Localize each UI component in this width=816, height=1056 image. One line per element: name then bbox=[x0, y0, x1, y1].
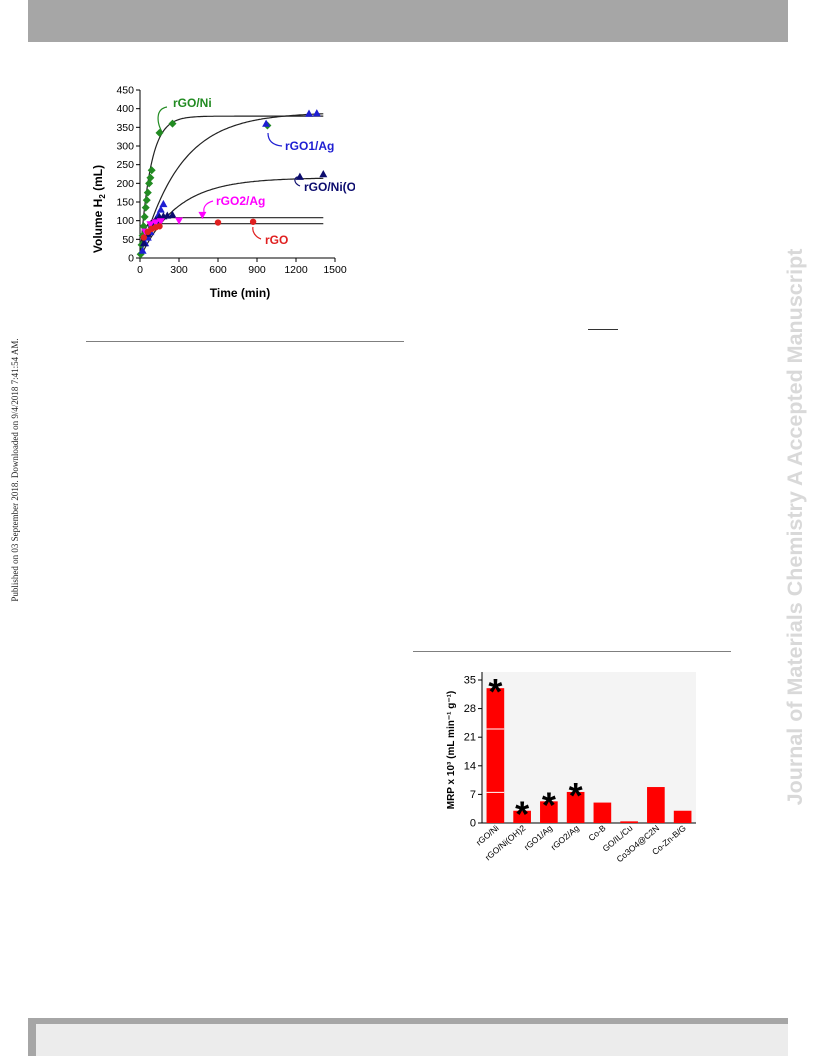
data-point bbox=[142, 196, 151, 205]
data-point bbox=[175, 217, 183, 225]
bar-y-axis-label: MRP x 10³ (mL min⁻¹ g⁻¹) bbox=[446, 691, 457, 810]
annotation-arrow bbox=[267, 132, 283, 147]
data-point bbox=[214, 219, 222, 226]
bar-5 bbox=[620, 821, 638, 823]
series-label: rGO/Ni(OH)2 bbox=[304, 180, 355, 196]
fit-curve-1 bbox=[139, 113, 324, 259]
annotation-arrow bbox=[294, 176, 301, 187]
journal-watermark: Journal of Materials Chemistry A Accepte… bbox=[783, 248, 807, 806]
data-point bbox=[151, 219, 160, 227]
x-tick-label: 0 bbox=[137, 264, 143, 276]
annotation-arrow bbox=[157, 106, 168, 133]
header-bar bbox=[28, 0, 788, 42]
data-point bbox=[312, 109, 321, 117]
data-point bbox=[249, 218, 257, 225]
data-point bbox=[198, 211, 207, 220]
divider-short bbox=[588, 329, 618, 330]
bar-y-tick-label: 21 bbox=[464, 732, 476, 744]
significance-star: * bbox=[515, 794, 529, 835]
series-label: rGO2/Ag bbox=[216, 194, 265, 208]
data-point bbox=[145, 179, 154, 188]
y-tick-label: 150 bbox=[116, 197, 134, 209]
data-point bbox=[262, 119, 271, 127]
data-point bbox=[156, 205, 165, 213]
fit-curve-0 bbox=[139, 115, 324, 259]
data-point bbox=[159, 199, 168, 208]
y-axis-label: Volume H2 (mL) bbox=[91, 165, 107, 253]
data-point bbox=[156, 218, 165, 226]
significance-star: * bbox=[569, 775, 583, 816]
y-tick-label: 100 bbox=[116, 215, 134, 227]
y-tick-label: 50 bbox=[122, 234, 134, 246]
x-tick-label: 1200 bbox=[284, 264, 308, 276]
y-tick-label: 350 bbox=[116, 122, 134, 134]
data-point bbox=[143, 188, 152, 197]
data-point bbox=[155, 128, 164, 137]
data-point bbox=[139, 239, 148, 247]
data-point bbox=[319, 170, 328, 178]
bar-y-tick-label: 28 bbox=[464, 703, 476, 715]
y-tick-label: 450 bbox=[116, 85, 134, 97]
bar-1 bbox=[513, 810, 531, 823]
mrp-bar-chart: 0 7 14 21 28 35 * rGO/Ni * rGO/Ni(OH)2 * rGO1/Ag * rG… bbox=[440, 658, 702, 870]
bar-y-tick-label: 7 bbox=[470, 789, 476, 801]
footer-inner bbox=[36, 1024, 788, 1056]
data-point bbox=[168, 119, 177, 128]
y-tick-label: 400 bbox=[116, 103, 134, 115]
data-point bbox=[147, 166, 156, 175]
bar-2 bbox=[540, 801, 558, 823]
significance-star: * bbox=[542, 784, 556, 825]
bar-4 bbox=[593, 802, 612, 823]
annotation-arrow bbox=[252, 226, 262, 240]
significance-star: * bbox=[488, 671, 502, 712]
data-point bbox=[141, 203, 150, 212]
bar-0 bbox=[486, 688, 505, 823]
data-point bbox=[140, 212, 149, 221]
y-tick-label: 0 bbox=[128, 253, 134, 265]
x-tick-label: 300 bbox=[170, 264, 188, 276]
bar-category-label: rGO2/Ag bbox=[549, 823, 581, 852]
y-tick-label: 250 bbox=[116, 159, 134, 171]
data-point bbox=[138, 246, 147, 254]
bar-3 bbox=[566, 791, 585, 823]
series-label: rGO/Ni bbox=[173, 96, 212, 110]
x-tick-label: 600 bbox=[209, 264, 227, 276]
y-tick-label: 200 bbox=[116, 178, 134, 190]
data-point bbox=[305, 109, 313, 117]
series-label: rGO1/Ag bbox=[285, 139, 334, 153]
divider-left bbox=[86, 341, 404, 342]
data-point bbox=[140, 234, 148, 241]
bar-7 bbox=[673, 810, 692, 823]
bar-category-label: Co-B bbox=[586, 823, 608, 843]
divider-right bbox=[413, 651, 731, 652]
data-point bbox=[146, 221, 155, 229]
data-point bbox=[156, 223, 163, 230]
h2-volume-chart: 0 50 100 150 200 250 300 350 400 450 0 300 600 900 120… bbox=[85, 85, 374, 305]
bar-y-tick-label: 0 bbox=[470, 818, 476, 830]
data-point bbox=[168, 210, 177, 218]
y-tick-label: 300 bbox=[116, 141, 134, 153]
data-point bbox=[295, 172, 304, 180]
h2-volume-plot: 0 50 100 150 200 250 300 350 400 450 0 300 600 900 120… bbox=[91, 85, 374, 301]
x-tick-label: 1500 bbox=[323, 264, 347, 276]
x-axis-label: Time (min) bbox=[210, 286, 270, 300]
fit-curve-4 bbox=[139, 223, 324, 259]
data-point bbox=[139, 222, 148, 231]
bar-y-tick-label: 35 bbox=[464, 675, 476, 687]
annotation-arrow bbox=[203, 200, 214, 213]
x-tick-label: 900 bbox=[248, 264, 266, 276]
data-point bbox=[146, 173, 155, 182]
plot-area: 0 50 100 150 200 250 300 350 400 450 0 300 600 900 120… bbox=[116, 85, 373, 277]
bar-y-tick-label: 14 bbox=[464, 760, 476, 772]
fit-curve-2 bbox=[139, 177, 324, 259]
series-label: rGO bbox=[265, 233, 288, 247]
published-note: Published on 03 September 2018. Download… bbox=[10, 338, 20, 602]
bar-6 bbox=[647, 787, 665, 823]
